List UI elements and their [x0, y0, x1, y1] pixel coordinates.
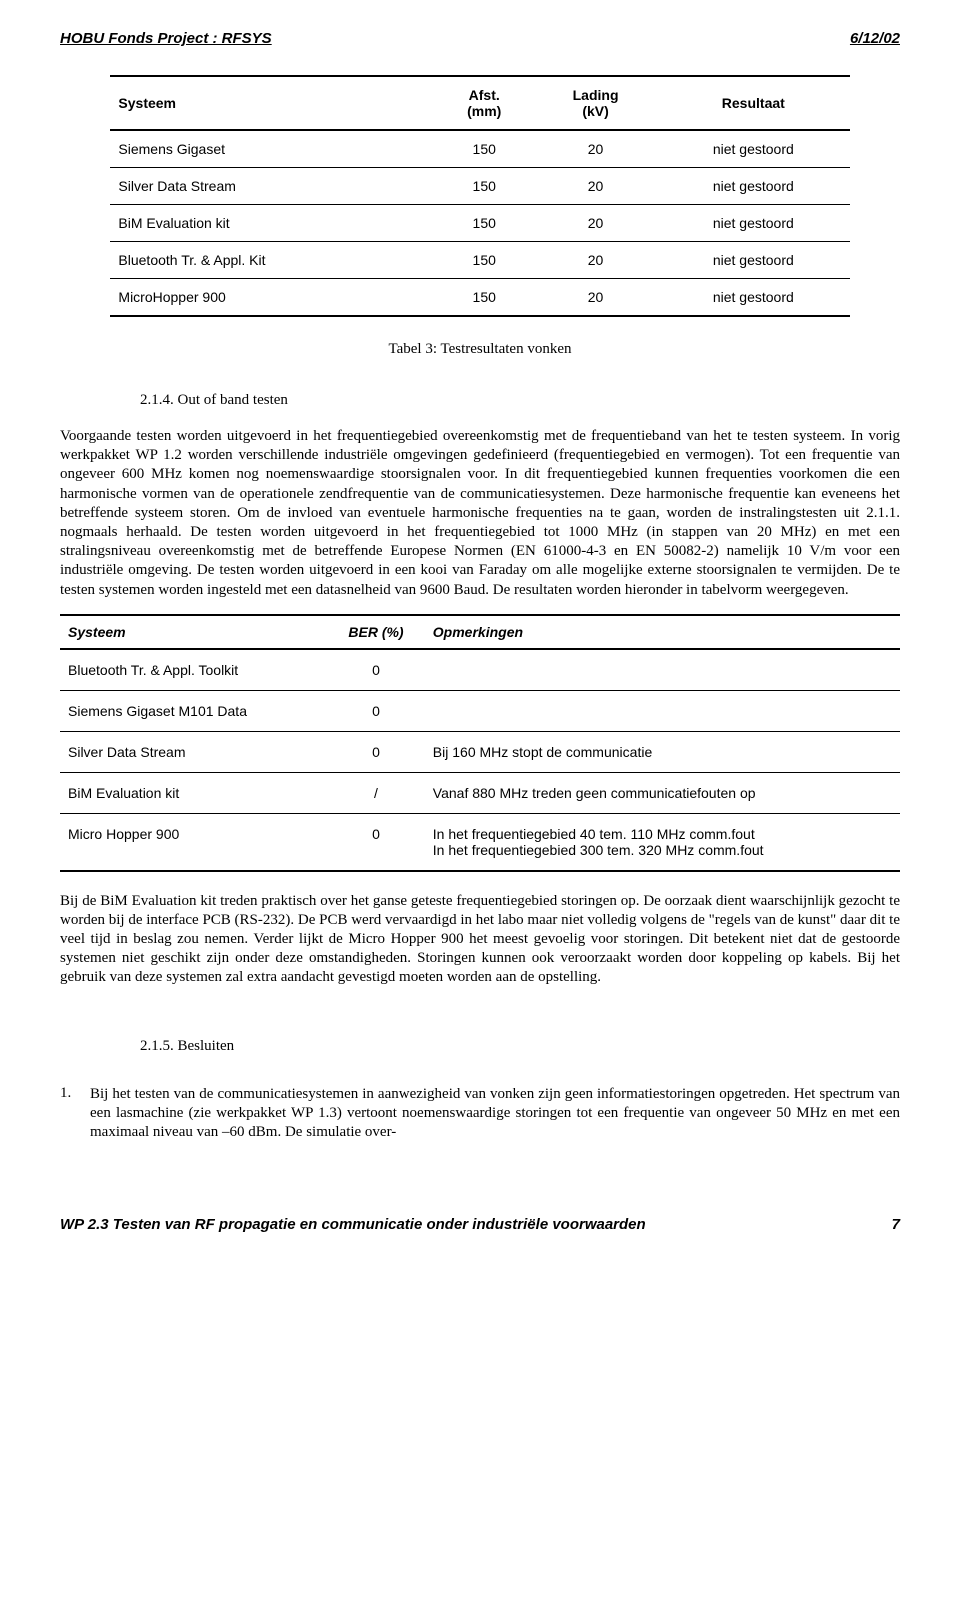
table-cell: /: [327, 772, 425, 813]
table-cell: niet gestoord: [657, 168, 850, 205]
table-cell: 20: [534, 168, 657, 205]
table-cell: 0: [327, 731, 425, 772]
running-header: HOBU Fonds Project : RFSYS 6/12/02: [60, 30, 900, 47]
table-cell: 150: [434, 205, 534, 242]
th-afst: Afst.(mm): [434, 76, 534, 130]
table-cell: Bij 160 MHz stopt de communicatie: [425, 731, 900, 772]
table-cell: Micro Hopper 900: [60, 813, 327, 871]
table-cell: [425, 690, 900, 731]
th-systeem: Systeem: [110, 76, 434, 130]
table-cell: Siemens Gigaset M101 Data: [60, 690, 327, 731]
th-resultaat: Resultaat: [657, 76, 850, 130]
section-heading-214: 2.1.4. Out of band testen: [140, 392, 900, 409]
table-cell: 20: [534, 130, 657, 168]
table-row: Siemens Gigaset15020niet gestoord: [110, 130, 849, 168]
table-row: Bluetooth Tr. & Appl. Kit15020niet gesto…: [110, 242, 849, 279]
table-cell: 20: [534, 242, 657, 279]
table-cell: 150: [434, 130, 534, 168]
table-cell: 0: [327, 813, 425, 871]
table1-head-row: Systeem Afst.(mm) Lading(kV) Resultaat: [110, 76, 849, 130]
table-row: Micro Hopper 9000In het frequentiegebied…: [60, 813, 900, 871]
header-left: HOBU Fonds Project : RFSYS: [60, 30, 272, 47]
th2-opmerkingen: Opmerkingen: [425, 615, 900, 649]
table-cell: niet gestoord: [657, 130, 850, 168]
list-number: 1.: [60, 1085, 76, 1157]
table-cell: 0: [327, 649, 425, 691]
section-heading-215: 2.1.5. Besluiten: [140, 1038, 900, 1055]
footer-left: WP 2.3 Testen van RF propagatie en commu…: [60, 1216, 646, 1233]
running-footer: WP 2.3 Testen van RF propagatie en commu…: [60, 1216, 900, 1233]
table-cell: Silver Data Stream: [110, 168, 434, 205]
table-cell: niet gestoord: [657, 279, 850, 317]
table-row: BiM Evaluation kit/Vanaf 880 MHz treden …: [60, 772, 900, 813]
table-row: Silver Data Stream15020niet gestoord: [110, 168, 849, 205]
table-row: BiM Evaluation kit15020niet gestoord: [110, 205, 849, 242]
th2-ber: BER (%): [327, 615, 425, 649]
table-cell: 150: [434, 168, 534, 205]
table-row: Bluetooth Tr. & Appl. Toolkit0: [60, 649, 900, 691]
list-text: Bij het testen van de communicatiesystem…: [90, 1085, 900, 1143]
table2-head-row: Systeem BER (%) Opmerkingen: [60, 615, 900, 649]
table-cell: Siemens Gigaset: [110, 130, 434, 168]
footer-right: 7: [892, 1216, 900, 1233]
table-cell: MicroHopper 900: [110, 279, 434, 317]
table-row: MicroHopper 90015020niet gestoord: [110, 279, 849, 317]
table-cell: Silver Data Stream: [60, 731, 327, 772]
table-cell: 20: [534, 279, 657, 317]
th2-systeem: Systeem: [60, 615, 327, 649]
table-row: Siemens Gigaset M101 Data0: [60, 690, 900, 731]
table-cell: Bluetooth Tr. & Appl. Kit: [110, 242, 434, 279]
table1-caption: Tabel 3: Testresultaten vonken: [60, 341, 900, 358]
table-row: Silver Data Stream0Bij 160 MHz stopt de …: [60, 731, 900, 772]
table-cell: Vanaf 880 MHz treden geen communicatiefo…: [425, 772, 900, 813]
list-item-1: 1. Bij het testen van de communicatiesys…: [60, 1085, 900, 1157]
table-testresultaten-vonken: Systeem Afst.(mm) Lading(kV) Resultaat S…: [110, 75, 849, 317]
table-cell: 0: [327, 690, 425, 731]
table-cell: BiM Evaluation kit: [110, 205, 434, 242]
table-cell: In het frequentiegebied 40 tem. 110 MHz …: [425, 813, 900, 871]
table-cell: niet gestoord: [657, 205, 850, 242]
th-lading: Lading(kV): [534, 76, 657, 130]
table-cell: niet gestoord: [657, 242, 850, 279]
table-ber-opmerkingen: Systeem BER (%) Opmerkingen Bluetooth Tr…: [60, 614, 900, 872]
table-cell: BiM Evaluation kit: [60, 772, 327, 813]
table-cell: [425, 649, 900, 691]
table-cell: 20: [534, 205, 657, 242]
header-right: 6/12/02: [850, 30, 900, 47]
table-cell: 150: [434, 242, 534, 279]
table-cell: Bluetooth Tr. & Appl. Toolkit: [60, 649, 327, 691]
paragraph-out-of-band: Voorgaande testen worden uitgevoerd in h…: [60, 427, 900, 600]
table-cell: 150: [434, 279, 534, 317]
paragraph-bim-evaluation: Bij de BiM Evaluation kit treden praktis…: [60, 892, 900, 988]
